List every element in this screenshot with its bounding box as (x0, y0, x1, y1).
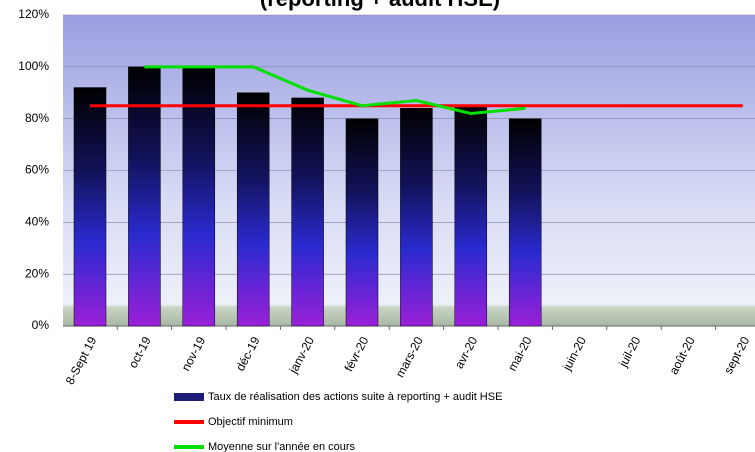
x-tick-label: nov-19 (179, 334, 209, 373)
y-tick-label: 120% (18, 7, 49, 21)
bar (73, 87, 107, 327)
legend-swatch (174, 393, 204, 401)
x-tick-label: mai-20 (505, 334, 535, 373)
line-series (144, 65, 526, 115)
x-tick-label: juin-20 (559, 334, 589, 374)
bar (508, 118, 542, 327)
chart-title: (reporting + audit HSE) (260, 0, 500, 11)
x-tick-label: janv-20 (286, 334, 317, 376)
x-tick-label: oct-19 (126, 334, 154, 370)
bar (291, 97, 324, 327)
y-tick-label: 80% (25, 111, 49, 125)
bar (236, 92, 270, 327)
x-tick-label: avr-20 (452, 334, 480, 371)
x-tick-label: févr-20 (342, 334, 372, 374)
y-tick-label: 0% (32, 318, 50, 332)
bar (454, 105, 488, 327)
legend-label: Objectif minimum (208, 416, 293, 428)
y-tick-label: 100% (18, 59, 49, 73)
x-tick-label: mars-20 (393, 334, 426, 380)
x-tick-label: déc-19 (233, 334, 263, 373)
y-tick-label: 60% (25, 163, 49, 177)
legend-label: Moyenne sur l'année en cours (208, 441, 356, 452)
x-tick-label: juil-20 (616, 334, 644, 370)
x-tick-label: 8-Sept 19 (63, 334, 100, 387)
y-tick-label: 20% (25, 266, 49, 280)
bar (128, 66, 161, 327)
x-tick-label: août-20 (666, 334, 698, 377)
y-tick-label: 40% (25, 215, 49, 229)
bar (182, 66, 216, 327)
bar (400, 108, 433, 327)
bar (345, 118, 379, 327)
x-tick-label: sept-20 (721, 334, 752, 376)
legend-label: Taux de réalisation des actions suite à … (208, 391, 502, 403)
